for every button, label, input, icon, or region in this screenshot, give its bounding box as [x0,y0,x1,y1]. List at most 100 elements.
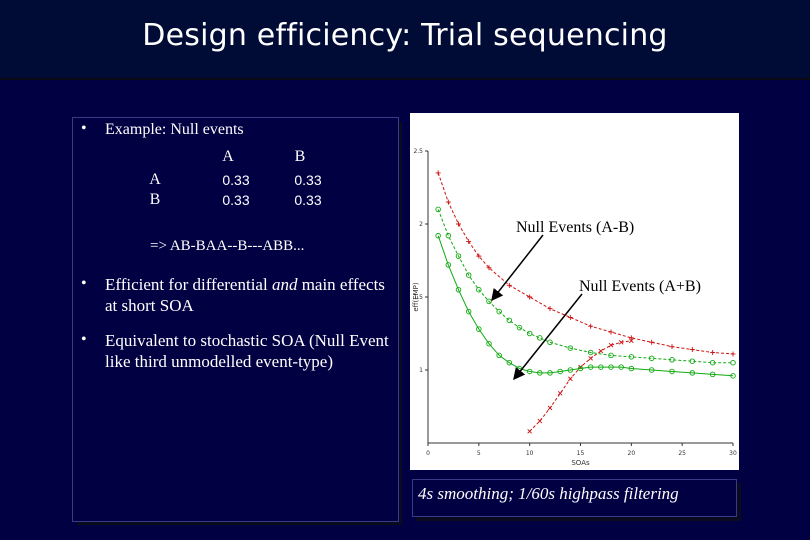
matrix-row-header-b: B [149,191,161,208]
data-point [527,429,532,434]
data-point [526,330,533,337]
data-point [608,342,614,348]
y-tick-label: 1.5 [413,294,423,301]
data-point [587,364,594,370]
data-point [476,286,482,293]
bullet-null-events: Example: Null events [105,121,244,138]
data-point [506,317,513,324]
data-point [537,418,543,424]
bullet-marker: • [81,120,87,137]
bullet-stochastic-soa: Equivalent to stochastic SOA (Null Event… [105,331,389,371]
matrix-cell: 0.33 [222,172,250,188]
data-point [435,170,441,176]
bullet-efficient-post: main effects at short SOA [105,275,385,315]
bullet-efficient-pre: Efficient for differential [105,275,272,294]
data-point [476,326,482,332]
data-point [567,345,574,351]
data-point [669,357,675,363]
data-point [445,232,452,239]
data-point [547,339,553,346]
x-tick-label: 30 [729,450,737,457]
data-point [588,356,593,361]
y-tick-label: 2.5 [413,148,423,155]
caption-box [412,479,737,517]
y-tick-label: 2 [419,221,423,228]
data-point [547,306,553,312]
matrix-cell: 0.33 [222,192,250,208]
data-point [465,308,472,315]
matrix-cell: 0.33 [294,192,322,208]
data-point [568,376,573,382]
data-point [455,286,462,293]
data-point [598,348,604,354]
data-point [557,391,563,396]
x-axis-label: SOAs [571,459,590,467]
x-tick-label: 10 [526,450,534,457]
data-point [466,239,472,245]
data-point [557,368,563,375]
data-point [476,253,482,259]
data-point [587,349,594,356]
data-point [537,370,543,376]
data-point [730,351,736,357]
data-point [689,370,696,376]
efficiency-figure: 0 5 10 15 20 25 30 1 1.5 2 2.5 SOAs eff(EMP) [410,113,739,470]
bullet-efficient: Efficient for differential and main effe… [105,274,395,316]
data-point [537,335,543,341]
title-bar: Design efficiency: Trial sequencing [0,0,810,80]
matrix-row-header-a: A [149,171,161,188]
data-point [445,199,451,205]
series-line-3 [437,235,734,377]
y-axis-label: eff(EMP) [412,282,420,312]
efficiency-chart: 0 5 10 15 20 25 30 1 1.5 2 2.5 SOAs eff(EMP) [412,148,737,467]
data-point [506,282,512,288]
x-tick-label: 0 [426,450,430,457]
data-point [486,340,492,347]
data-point [669,368,675,375]
data-point [465,272,472,278]
data-point [496,352,502,359]
data-point [730,373,736,379]
x-tick-label: 5 [477,450,481,457]
data-point [445,262,452,268]
data-point [496,308,502,315]
series-line-0 [437,172,734,355]
matrix-col-header-b: B [294,148,306,165]
data-point [648,355,655,362]
data-point [577,365,584,372]
data-point [608,364,614,370]
data-point [456,221,461,227]
data-point [629,338,634,344]
series-line-2 [437,209,733,364]
data-point [547,370,553,376]
data-point [689,347,695,353]
x-tick-label: 25 [678,450,686,457]
data-point [486,298,492,305]
x-tick-label: 20 [628,450,636,457]
data-point [567,314,573,320]
x-tick-label: 15 [577,450,585,457]
text-panel [72,117,399,522]
data-point [608,352,614,359]
data-point [710,349,716,355]
data-point [588,323,594,329]
data-point [628,365,635,372]
series-line-1 [529,340,632,432]
data-point [709,359,716,366]
data-point [435,232,441,239]
data-point [618,364,624,370]
slide-title: Design efficiency: Trial sequencing [142,18,668,53]
bullet-marker: • [81,331,87,348]
annotation-null-events-main: Null Events (A+B) [579,278,701,295]
data-point [435,206,441,213]
data-point [567,367,574,373]
annotation-null-events-diff: Null Events (A-B) [516,219,635,236]
data-point [649,339,655,345]
data-point [608,329,614,335]
matrix-col-header-a: A [222,148,234,165]
annotation-arrow-main [513,293,583,381]
data-point [669,344,675,350]
bullet-marker: • [81,275,87,292]
data-point [547,405,553,411]
matrix-cell: 0.33 [294,172,322,188]
